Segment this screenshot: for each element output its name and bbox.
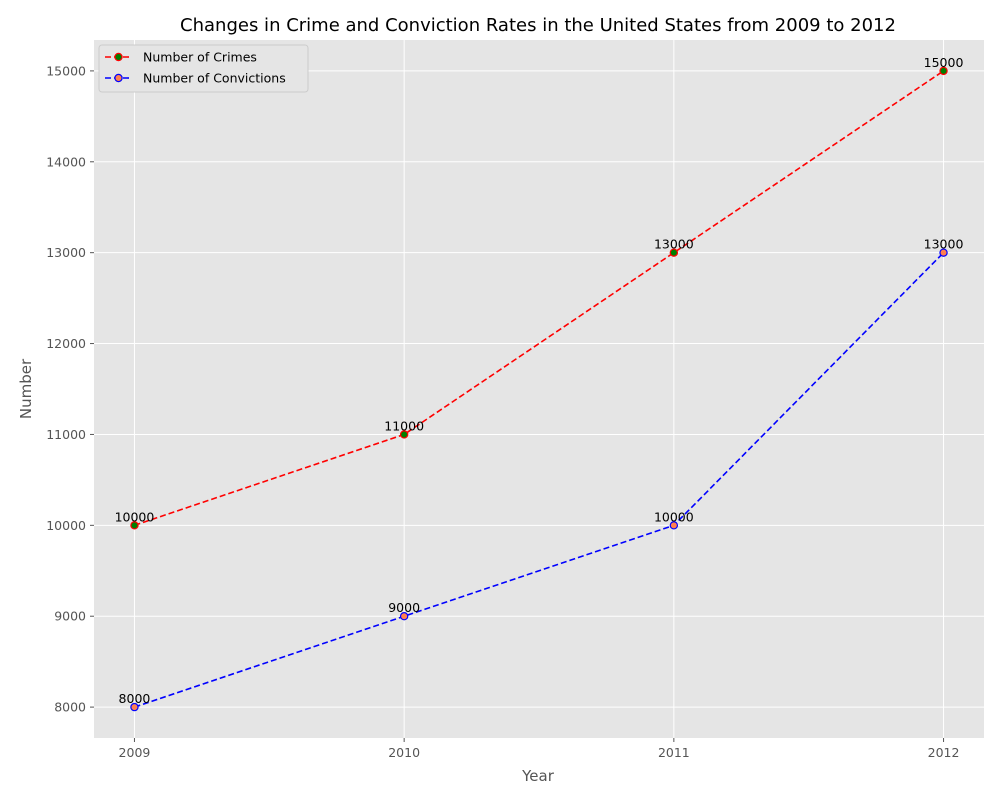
x-axis-ticks: 2009 2010 2011 2012 xyxy=(119,738,960,760)
x-tick-label: 2011 xyxy=(658,745,690,760)
legend-box xyxy=(98,44,309,93)
y-tick-label: 12000 xyxy=(46,336,86,351)
legend-label-crimes: Number of Crimes xyxy=(143,50,257,65)
data-labels: 10000 11000 13000 15000 8000 9000 10000 13000 xyxy=(115,55,964,706)
data-point-crimes xyxy=(669,248,679,257)
data-label-convictions: 8000 xyxy=(119,691,151,706)
y-tick-label: 15000 xyxy=(46,63,86,78)
data-point-crimes xyxy=(939,66,948,76)
data-label-crimes: 10000 xyxy=(115,509,155,524)
legend-marker-crimes xyxy=(114,52,123,62)
data-label-crimes: 15000 xyxy=(924,55,964,70)
y-tick-label: 10000 xyxy=(46,518,86,533)
x-tick-label: 2009 xyxy=(119,745,151,760)
x-tick-label: 2010 xyxy=(388,745,420,760)
series-layer xyxy=(130,66,948,712)
y-tick-label: 14000 xyxy=(46,154,86,169)
legend-marker-convictions xyxy=(114,73,123,83)
data-label-crimes: 13000 xyxy=(654,237,694,252)
data-point-convictions xyxy=(669,521,679,530)
y-tick-label: 11000 xyxy=(46,427,86,442)
data-point-convictions xyxy=(399,612,409,621)
data-label-convictions: 9000 xyxy=(388,600,420,615)
data-label-crimes: 11000 xyxy=(384,418,424,433)
x-tick-label: 2012 xyxy=(928,745,960,760)
data-point-crimes xyxy=(399,430,409,439)
series-line-convictions xyxy=(134,252,945,708)
data-label-convictions: 10000 xyxy=(654,509,694,524)
data-point-crimes xyxy=(130,521,139,530)
y-tick-label: 8000 xyxy=(54,700,86,715)
y-axis-label: Number xyxy=(17,358,35,419)
legend: Number of Crimes Number of Convictions xyxy=(98,44,309,93)
legend-label-convictions: Number of Convictions xyxy=(143,71,286,86)
data-point-convictions xyxy=(939,248,948,257)
data-label-convictions: 13000 xyxy=(924,237,964,252)
chart-title: Changes in Crime and Conviction Rates in… xyxy=(180,15,896,36)
x-axis-label: Year xyxy=(521,767,555,785)
y-tick-label: 13000 xyxy=(46,245,86,260)
data-point-convictions xyxy=(130,702,139,712)
plot-area xyxy=(94,40,984,738)
y-tick-label: 9000 xyxy=(54,609,86,624)
y-axis-ticks: 8000 9000 10000 11000 12000 13000 14000 15000 xyxy=(46,63,94,715)
